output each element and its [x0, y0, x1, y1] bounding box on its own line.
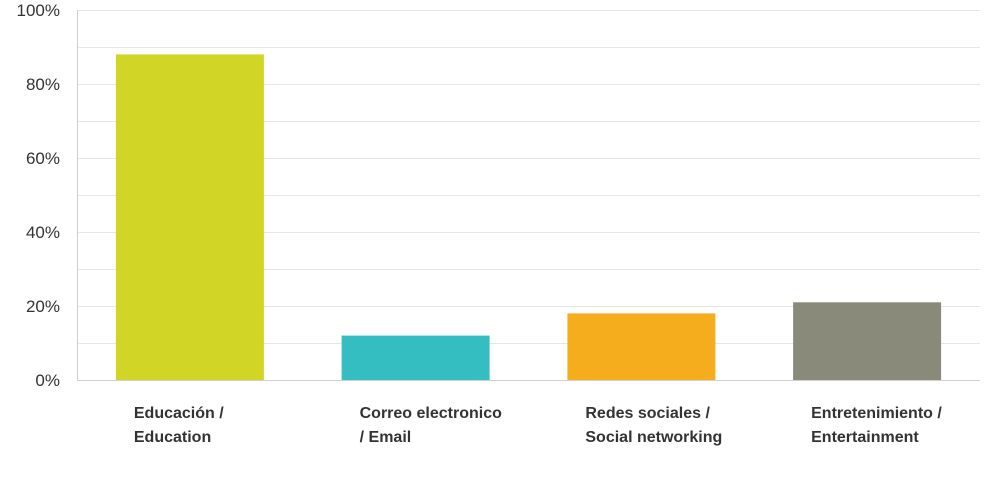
y-tick-label: 20% — [26, 297, 60, 316]
y-tick-label: 100% — [17, 1, 60, 20]
bar — [115, 54, 264, 381]
bar — [567, 313, 716, 380]
x-tick-label: Educación / Education — [133, 405, 224, 446]
y-tick-label: 0% — [35, 371, 60, 390]
x-tick-label: Redes sociales / Social networking — [585, 405, 723, 446]
y-tick-label: 60% — [26, 149, 60, 168]
y-tick-label: 40% — [26, 223, 60, 242]
x-tick-label: Entretenimiento / Entertainment — [811, 405, 942, 446]
x-tick-label: Correo electronico / Email — [359, 405, 502, 446]
bar — [341, 335, 490, 380]
x-axis-tick-labels: Educación / Education Correo electronico … — [133, 405, 942, 446]
y-axis-tick-labels: 0% 20% 40% 60% 80% 100% — [17, 1, 60, 390]
bar — [793, 302, 942, 380]
y-tick-label: 80% — [26, 75, 60, 94]
bars — [115, 54, 942, 381]
